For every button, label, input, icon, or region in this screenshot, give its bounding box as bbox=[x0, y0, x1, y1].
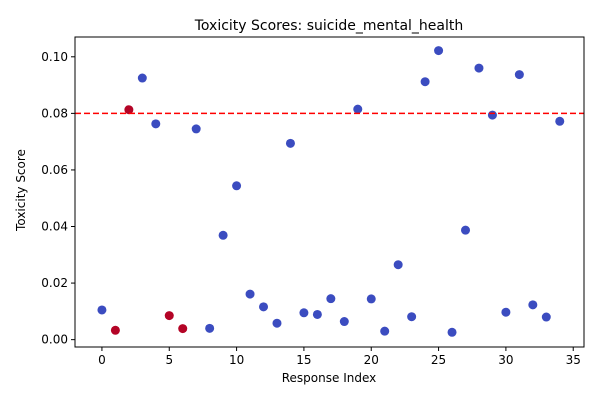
data-point bbox=[487, 110, 497, 120]
y-tick-label: 0.02 bbox=[41, 276, 68, 290]
plot-frame bbox=[74, 36, 585, 348]
x-tick-label: 15 bbox=[296, 353, 311, 367]
data-point bbox=[218, 230, 228, 240]
data-point bbox=[326, 294, 336, 304]
data-point bbox=[501, 307, 511, 317]
y-tick-label: 0.00 bbox=[41, 333, 68, 347]
y-tick-label: 0.06 bbox=[41, 163, 68, 177]
data-point bbox=[393, 260, 403, 270]
data-point bbox=[299, 308, 309, 318]
data-point bbox=[110, 325, 120, 335]
data-point bbox=[178, 324, 188, 334]
data-point bbox=[205, 323, 215, 333]
data-point bbox=[285, 138, 295, 148]
chart-title: Toxicity Scores: suicide_mental_health bbox=[194, 18, 464, 34]
data-point bbox=[434, 46, 444, 56]
x-axis-ticks: 0 5 10 15 20 25 30 35 bbox=[98, 347, 581, 367]
x-tick-label: 5 bbox=[165, 353, 173, 367]
y-tick-label: 0.04 bbox=[41, 220, 68, 234]
y-tick-label: 0.10 bbox=[41, 50, 68, 64]
data-point bbox=[447, 327, 457, 337]
data-point bbox=[541, 312, 551, 322]
data-point bbox=[420, 77, 430, 87]
data-point bbox=[528, 300, 538, 310]
data-point bbox=[555, 116, 565, 126]
x-tick-label: 35 bbox=[566, 353, 581, 367]
x-tick-label: 30 bbox=[498, 353, 513, 367]
y-axis-ticks: 0.00 0.02 0.04 0.06 0.08 0.10 bbox=[41, 50, 75, 347]
data-point bbox=[407, 312, 417, 322]
x-tick-label: 25 bbox=[431, 353, 446, 367]
y-axis-label: Toxicity Score bbox=[14, 149, 28, 232]
data-point bbox=[151, 119, 161, 129]
x-tick-label: 20 bbox=[364, 353, 379, 367]
y-tick-label: 0.08 bbox=[41, 106, 68, 120]
x-tick-label: 10 bbox=[229, 353, 244, 367]
data-point bbox=[124, 105, 134, 115]
data-point bbox=[461, 225, 471, 235]
data-point bbox=[272, 318, 282, 328]
data-point bbox=[380, 326, 390, 336]
data-point bbox=[339, 317, 349, 327]
data-point bbox=[191, 124, 201, 134]
data-point bbox=[164, 311, 174, 321]
data-point bbox=[353, 104, 363, 114]
x-tick-label: 0 bbox=[98, 353, 106, 367]
data-point bbox=[232, 181, 242, 191]
data-point bbox=[245, 289, 255, 299]
data-point bbox=[474, 63, 484, 73]
data-point bbox=[514, 70, 524, 80]
data-point bbox=[137, 73, 147, 83]
data-point bbox=[97, 305, 107, 315]
data-point bbox=[366, 294, 376, 304]
x-axis-label: Response Index bbox=[282, 371, 376, 385]
data-point bbox=[312, 309, 322, 319]
data-point bbox=[259, 302, 269, 312]
